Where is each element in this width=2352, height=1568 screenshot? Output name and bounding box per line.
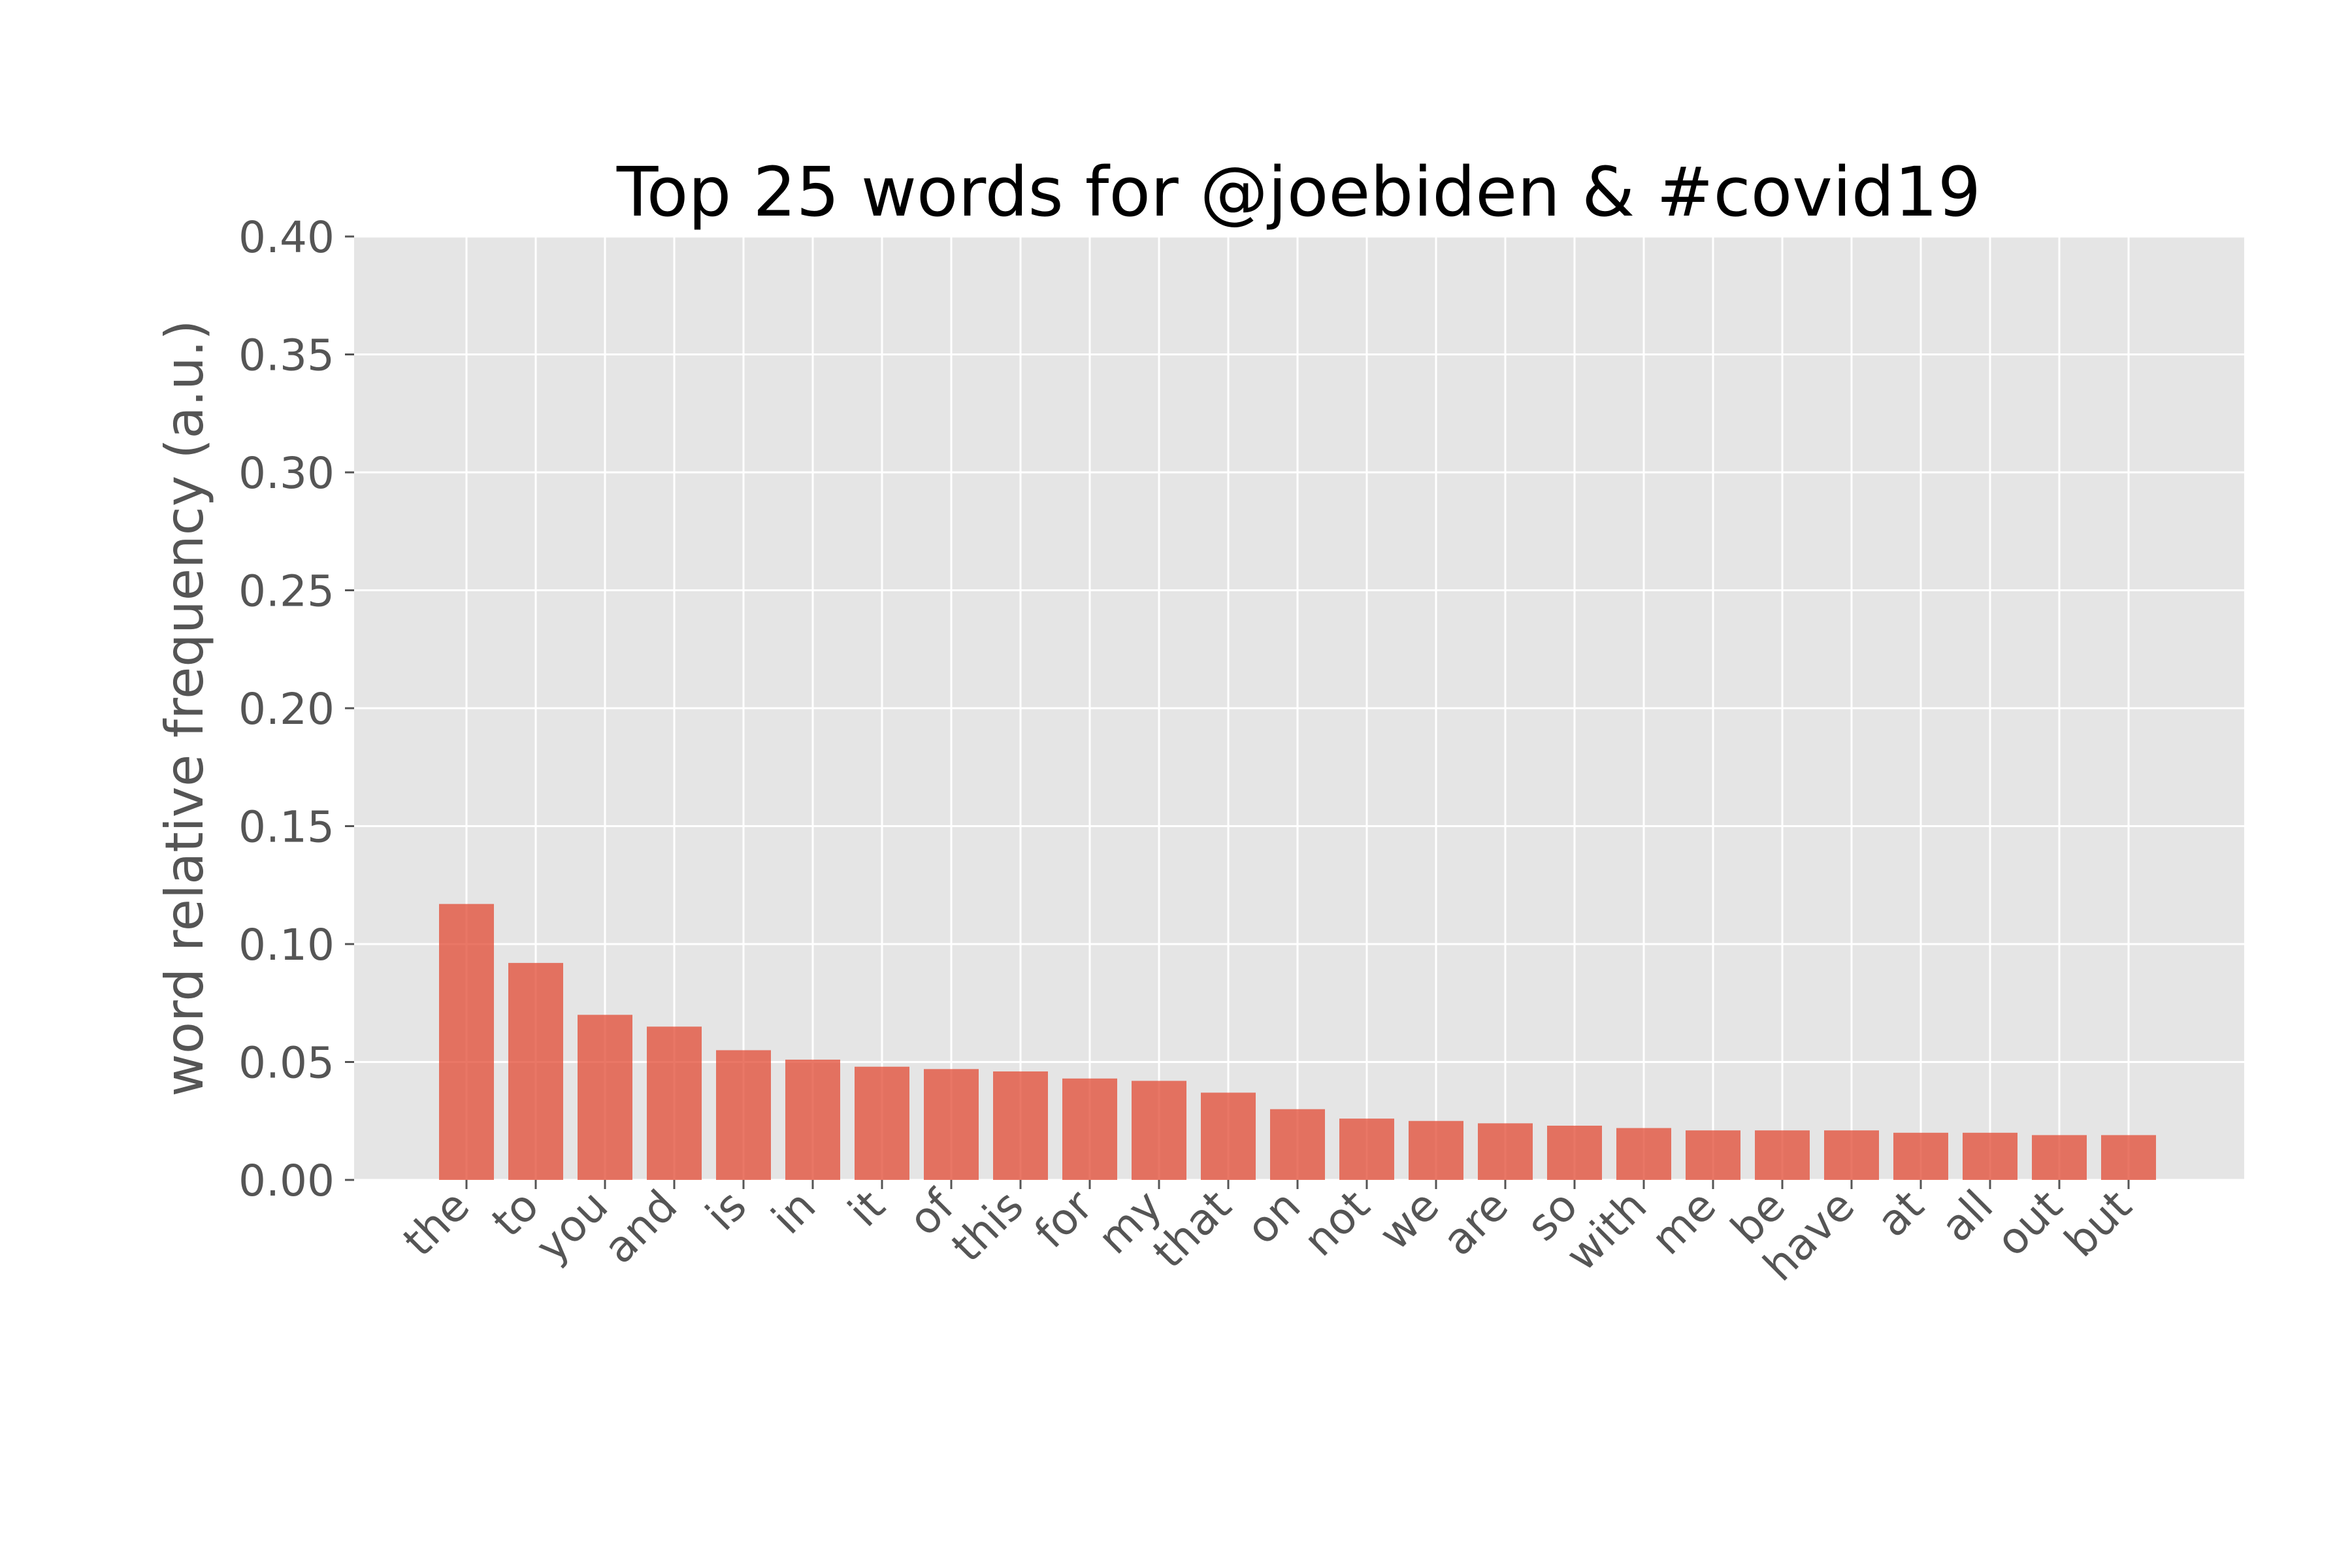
x-tick-label: at — [1867, 1181, 1933, 1247]
bar-we — [1409, 1120, 1463, 1180]
x-tick-label: the — [393, 1181, 479, 1266]
y-tick-label: 0.30 — [238, 448, 335, 498]
bar-are — [1478, 1123, 1533, 1180]
y-tick-label: 0.40 — [238, 212, 335, 263]
y-tick-label: 0.35 — [238, 331, 335, 381]
x-tick-label: all — [1931, 1181, 2002, 1252]
x-tick-label: out — [1986, 1181, 2072, 1266]
y-tick-label: 0.25 — [238, 566, 335, 617]
y-tick-label: 0.10 — [238, 920, 335, 970]
bar-it — [855, 1066, 909, 1180]
x-tick-label: this — [942, 1181, 1034, 1272]
x-tick-label: that — [1143, 1181, 1241, 1278]
x-tick-label: we — [1369, 1181, 1448, 1260]
y-axis-ticks: 0.00 0.05 0.10 0.15 0.20 0.25 0.30 0.35 0.40 — [238, 212, 354, 1206]
bar-out — [2032, 1135, 2087, 1180]
x-tick-label: in — [762, 1181, 825, 1244]
x-tick-label: and — [594, 1181, 687, 1273]
x-tick-label: are — [1433, 1181, 1518, 1266]
bar-with — [1616, 1128, 1671, 1180]
x-tick-label: but — [2055, 1181, 2141, 1267]
bar-me — [1686, 1130, 1740, 1180]
bar-have — [1824, 1130, 1879, 1180]
x-tick-label: with — [1556, 1181, 1656, 1281]
bar-my — [1132, 1081, 1186, 1180]
bars — [439, 904, 2156, 1180]
x-tick-label: for — [1025, 1180, 1103, 1258]
x-tick-label: you — [526, 1181, 617, 1272]
bar-this — [993, 1071, 1048, 1180]
x-tick-label: on — [1237, 1181, 1311, 1254]
bar-and — [647, 1026, 702, 1180]
chart-title: Top 25 words for @joebiden & #covid19 — [616, 152, 1981, 232]
x-tick-label: not — [1294, 1181, 1379, 1266]
y-axis-label: word relative frequency (a.u.) — [154, 320, 215, 1097]
bar-to — [508, 962, 563, 1180]
bar-be — [1755, 1130, 1810, 1180]
y-tick-label: 0.05 — [238, 1038, 335, 1088]
x-tick-label: is — [696, 1181, 757, 1241]
y-tick-label: 0.20 — [238, 684, 335, 734]
bar-on — [1270, 1109, 1325, 1180]
x-tick-label: it — [839, 1181, 895, 1237]
bar-you — [578, 1015, 632, 1180]
bar-for — [1062, 1078, 1117, 1180]
bar-at — [1893, 1132, 1948, 1180]
bar-the — [439, 904, 494, 1180]
bar-in — [785, 1059, 840, 1180]
bar-of — [924, 1069, 979, 1180]
y-tick-label: 0.00 — [238, 1156, 335, 1206]
bar-all — [1963, 1132, 2017, 1180]
bar-that — [1201, 1092, 1256, 1180]
y-tick-label: 0.15 — [238, 802, 335, 853]
bar-so — [1547, 1125, 1602, 1180]
bar-but — [2101, 1135, 2156, 1180]
x-tick-label: me — [1642, 1181, 1726, 1265]
bar-is — [716, 1050, 771, 1180]
bar-not — [1339, 1119, 1394, 1180]
